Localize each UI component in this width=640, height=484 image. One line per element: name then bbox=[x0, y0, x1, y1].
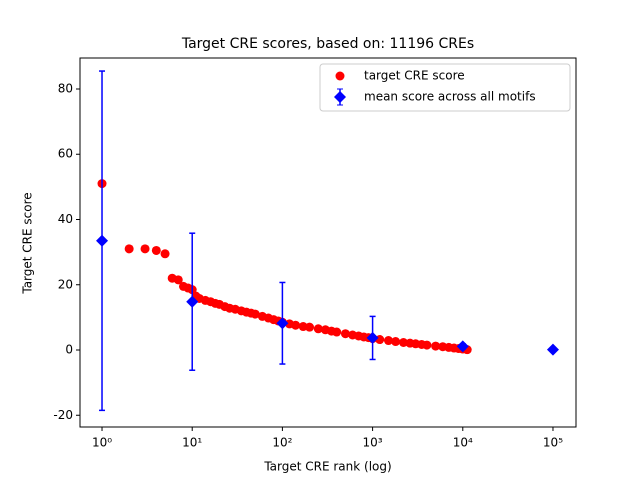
x-tick-label: 10² bbox=[272, 436, 292, 450]
point bbox=[313, 324, 323, 334]
x-tick-label: 10¹ bbox=[182, 436, 202, 450]
x-axis-label: Target CRE rank (log) bbox=[263, 460, 391, 474]
diamond-marker bbox=[96, 234, 109, 247]
y-axis-label: Target CRE score bbox=[21, 192, 35, 294]
legend-box bbox=[319, 63, 571, 112]
point bbox=[391, 337, 401, 347]
x-tick-label: 10³ bbox=[363, 436, 383, 450]
y-tick-label: -20 bbox=[53, 408, 73, 422]
point bbox=[305, 322, 315, 332]
point bbox=[140, 244, 150, 254]
point bbox=[250, 309, 260, 319]
point bbox=[383, 336, 393, 346]
y-tick-label: 60 bbox=[58, 147, 73, 161]
diamond-marker bbox=[276, 317, 289, 330]
diamond-marker bbox=[366, 331, 379, 344]
point bbox=[332, 327, 342, 337]
x-tick-label: 10⁰ bbox=[92, 436, 112, 450]
legend-label: target CRE score bbox=[364, 69, 465, 83]
y-tick-label: 20 bbox=[58, 277, 73, 291]
plot-frame bbox=[79, 57, 577, 428]
diamond-marker bbox=[186, 295, 199, 308]
point bbox=[398, 337, 408, 347]
legend-marker bbox=[334, 91, 346, 103]
x-tick-label: 10⁴ bbox=[453, 436, 473, 450]
point bbox=[340, 329, 350, 339]
legend-marker bbox=[335, 71, 345, 81]
chart-title: Target CRE scores, based on: 11196 CREs bbox=[181, 36, 474, 52]
point bbox=[151, 245, 161, 255]
y-tick-label: 0 bbox=[65, 343, 73, 357]
point bbox=[173, 275, 183, 285]
point bbox=[422, 340, 432, 350]
diamond-marker bbox=[546, 343, 559, 356]
x-tick-label: 10⁵ bbox=[543, 436, 563, 450]
legend-label: mean score across all motifs bbox=[364, 90, 536, 104]
point bbox=[431, 341, 441, 351]
point bbox=[291, 320, 301, 330]
diamond-marker bbox=[456, 340, 469, 353]
point bbox=[160, 249, 170, 259]
y-tick-label: 40 bbox=[58, 212, 73, 226]
y-tick-label: 80 bbox=[58, 81, 73, 95]
point bbox=[124, 244, 134, 254]
